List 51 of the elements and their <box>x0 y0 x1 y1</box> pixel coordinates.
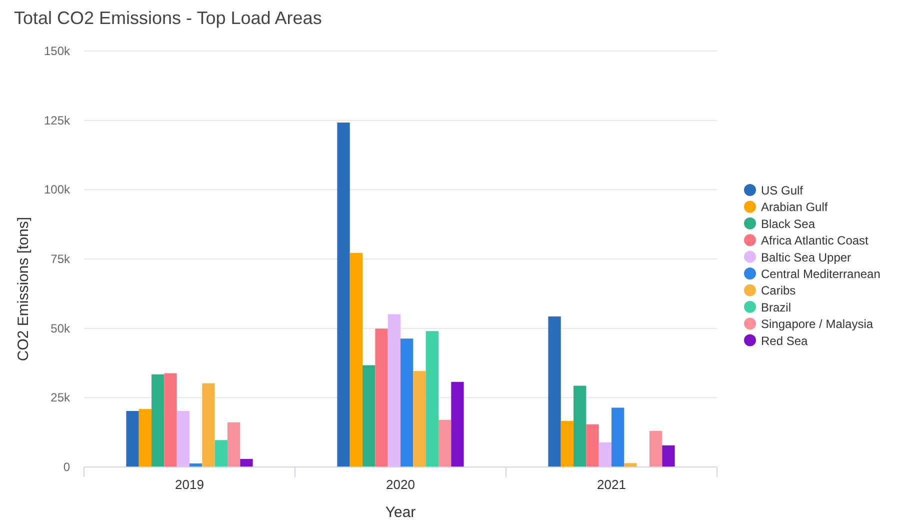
bar <box>612 408 624 467</box>
bar <box>152 374 164 467</box>
y-tick-label: 25k <box>50 390 71 405</box>
bar <box>400 338 414 467</box>
bar <box>227 422 240 467</box>
bar <box>362 365 376 467</box>
legend-label: Africa Atlantic Coast <box>761 234 870 248</box>
bar <box>176 410 190 467</box>
bar <box>649 430 662 467</box>
bar <box>662 445 675 467</box>
y-tick-label: 150k <box>44 44 71 58</box>
legend-label: Black Sea <box>761 216 816 231</box>
legend-label: US Gulf <box>761 184 804 198</box>
y-axis-title: CO2 Emissions [tons] <box>15 216 32 362</box>
bar <box>126 410 139 467</box>
x-tick-label: 2019 <box>175 477 204 492</box>
bar <box>413 371 426 467</box>
y-tick-label: 50k <box>50 321 71 336</box>
bar <box>574 386 586 467</box>
bar <box>586 424 599 467</box>
bar <box>240 458 253 467</box>
bar <box>138 409 152 467</box>
bar <box>426 331 438 467</box>
bar <box>598 442 612 467</box>
bar <box>548 316 561 467</box>
bar <box>375 328 388 467</box>
y-tick-label: 0 <box>63 460 70 474</box>
bar <box>214 440 228 467</box>
bar <box>451 382 464 467</box>
bar <box>350 252 363 467</box>
x-tick-label: 2020 <box>386 477 415 492</box>
legend-label: Arabian Gulf <box>761 200 828 214</box>
legend-label: Baltic Sea Upper <box>761 250 852 264</box>
bar <box>164 373 177 467</box>
legend-label: Brazil <box>761 300 792 314</box>
y-tick-label: 100k <box>44 182 71 197</box>
y-tick-label: 75k <box>50 252 71 266</box>
bar <box>337 122 350 467</box>
bar <box>624 463 637 467</box>
x-axis-title: Year <box>385 504 416 520</box>
bar <box>438 420 452 467</box>
legend-label: Caribs <box>761 284 796 298</box>
chart-title: Total CO2 Emissions - Top Load Areas <box>14 8 322 28</box>
x-tick-label: 2021 <box>597 477 626 492</box>
legend-label: Red Sea <box>761 334 808 348</box>
bar <box>202 383 215 467</box>
bar <box>388 314 400 467</box>
legend-label: Central Mediterranean <box>761 267 880 281</box>
bar <box>560 420 574 467</box>
y-tick-label: 125k <box>44 113 71 128</box>
legend-label: Singapore / Malaysia <box>761 317 874 332</box>
